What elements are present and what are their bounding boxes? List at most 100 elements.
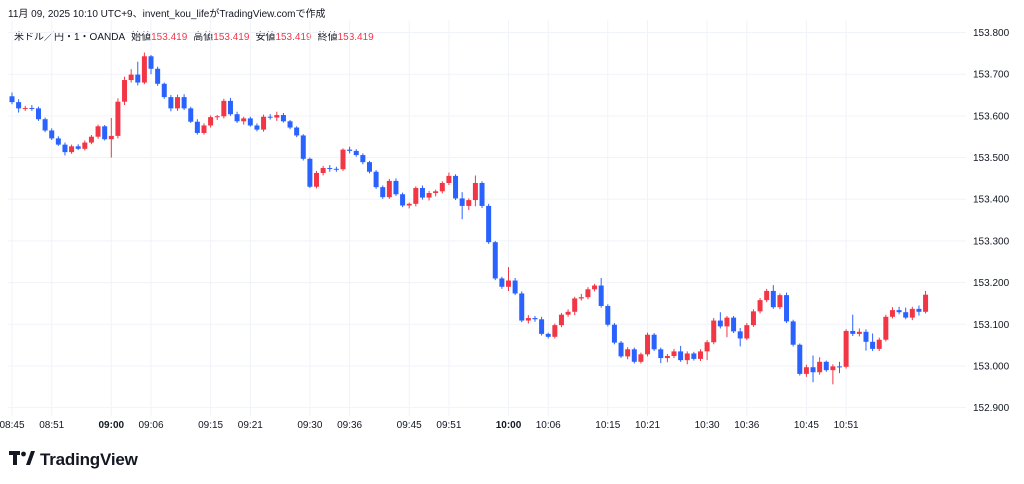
candle <box>234 111 240 123</box>
candle <box>214 115 220 121</box>
candle-body <box>625 349 631 357</box>
close-label: 終値 <box>317 32 338 43</box>
candle <box>102 125 108 141</box>
x-tick-label: 10:15 <box>595 420 620 431</box>
x-tick-label: 09:36 <box>337 420 362 431</box>
candle <box>307 157 313 188</box>
x-tick-label: 09:45 <box>397 420 422 431</box>
candle-body <box>122 80 128 102</box>
price-axis[interactable]: 152.900 153.000 153.100 153.200 153.300 153.4… <box>973 28 1010 414</box>
candle-body <box>830 366 836 371</box>
candle-body <box>863 331 869 342</box>
candle-body <box>247 118 253 126</box>
candle-body <box>770 290 776 308</box>
candle-body <box>433 191 439 193</box>
candle <box>532 315 538 322</box>
candle-body <box>605 305 611 325</box>
candle-body <box>777 295 783 308</box>
candle <box>353 149 359 157</box>
candles <box>9 52 929 385</box>
candle-body <box>823 361 829 371</box>
candle-body <box>519 293 525 321</box>
x-tick-label: 09:21 <box>238 420 263 431</box>
candle-body <box>75 146 81 149</box>
candle <box>168 95 174 112</box>
candle <box>744 323 750 341</box>
candle <box>69 144 75 154</box>
candle <box>697 349 703 361</box>
candle <box>856 328 862 337</box>
candle-body <box>175 97 180 109</box>
candle <box>221 98 227 119</box>
candle-body <box>618 342 624 357</box>
candle <box>400 192 406 208</box>
candle <box>9 92 15 105</box>
candle <box>347 146 353 154</box>
candle-body <box>565 311 571 315</box>
candle-body <box>208 117 214 126</box>
candle <box>366 160 372 174</box>
candle-body <box>274 115 280 118</box>
open-label: 始値 <box>131 32 152 43</box>
candle <box>419 185 425 200</box>
candle-body <box>267 116 273 118</box>
candle <box>823 360 829 372</box>
symbol-label[interactable]: 米ドル／円・1・OANDA <box>14 32 126 43</box>
candle-body <box>380 187 386 198</box>
candle <box>797 343 803 376</box>
candle <box>35 106 41 121</box>
candle-body <box>373 171 379 188</box>
candle-body <box>108 135 114 140</box>
y-tick-label: 153.000 <box>973 361 1010 372</box>
candle <box>850 314 856 336</box>
candle <box>82 140 88 151</box>
candle <box>883 314 889 342</box>
candle <box>439 181 445 194</box>
candle-body <box>784 295 790 322</box>
candle-body <box>366 162 372 172</box>
tradingview-brand[interactable]: TradingView <box>9 450 138 470</box>
candle <box>558 313 564 328</box>
candle <box>62 142 68 156</box>
candle-body <box>241 118 247 122</box>
tradingview-wordmark: TradingView <box>40 450 138 469</box>
candle <box>592 283 598 292</box>
candle-body <box>711 320 717 343</box>
candle <box>433 189 439 197</box>
candle-body <box>459 198 465 206</box>
candle-body <box>386 180 392 198</box>
candle-body <box>704 342 710 352</box>
candle <box>870 333 876 351</box>
candle <box>923 290 929 314</box>
candle <box>863 329 869 351</box>
candle-body <box>453 175 459 199</box>
candle <box>393 178 399 196</box>
candle-body <box>631 349 637 362</box>
candle <box>181 94 187 111</box>
candle-body <box>578 297 584 299</box>
candle-body <box>314 172 320 187</box>
candle <box>499 276 505 289</box>
candle-body <box>88 136 94 143</box>
high-label: 高値 <box>193 32 214 43</box>
candlestick-chart[interactable]: 152.900 153.000 153.100 153.200 153.300 153.4… <box>0 0 1024 440</box>
time-axis[interactable]: 08:45 08:51 09:00 09:06 09:15 09:21 09:30 09:36… <box>0 420 859 431</box>
x-tick-label: 09:06 <box>139 420 164 431</box>
candle <box>406 202 412 209</box>
candle-body <box>717 320 723 327</box>
candle <box>472 175 478 207</box>
candle-body <box>69 146 75 153</box>
candle-body <box>585 289 591 298</box>
candle-body <box>62 144 68 153</box>
candle <box>95 124 101 139</box>
candle-body <box>16 102 22 109</box>
candle-body <box>909 308 915 318</box>
candle <box>175 94 180 111</box>
candle <box>108 117 114 158</box>
candle <box>572 296 578 316</box>
candle-body <box>592 285 598 290</box>
candle-body <box>731 317 737 332</box>
candle-body <box>545 333 551 337</box>
candle <box>664 353 670 363</box>
candle-body <box>214 116 220 118</box>
